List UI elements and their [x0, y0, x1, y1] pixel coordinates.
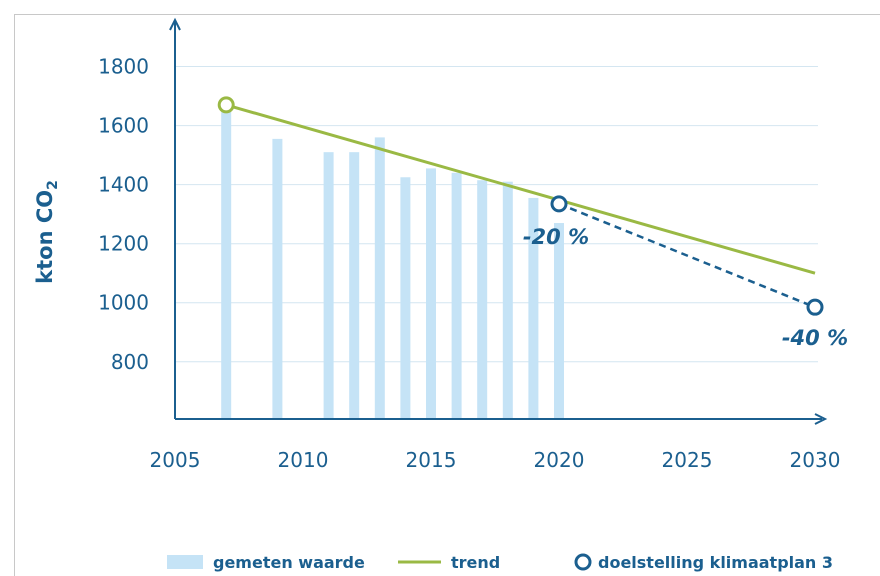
- chart-frame: [14, 14, 880, 576]
- bar-2009: [272, 138, 283, 420]
- y-tick-label-1400: 1400: [98, 173, 149, 197]
- trend-start-marker: [217, 96, 235, 114]
- goal-marker-2030: [806, 298, 824, 316]
- y-axis-label: kton CO2: [33, 180, 61, 284]
- bar-2014: [400, 177, 411, 419]
- goal-marker-2020: [550, 195, 568, 213]
- x-axis-arrow-icon: [814, 413, 828, 425]
- goal-label-2030: -40 %: [782, 326, 848, 350]
- bar-2016: [451, 172, 462, 419]
- y-tick-label-1800: 1800: [98, 55, 149, 79]
- legend-goal-swatch: [574, 553, 592, 571]
- bar-2007: [221, 110, 232, 419]
- bar-2015: [426, 168, 436, 419]
- legend-label-gemeten-waarde: gemeten waarde: [213, 553, 365, 572]
- y-tick-label-1600: 1600: [98, 114, 149, 138]
- bar-2012: [349, 152, 360, 420]
- legend-label-doelstelling: doelstelling klimaatplan 3: [598, 553, 833, 572]
- trend-line: [225, 103, 816, 275]
- x-tick-label-2030: 2030: [790, 448, 841, 472]
- bar-2017: [477, 180, 488, 419]
- bar-2011: [323, 152, 334, 420]
- y-axis-arrow-icon: [169, 17, 181, 31]
- goal-dashed-line: [558, 202, 816, 309]
- y-tick-label-1000: 1000: [98, 291, 149, 315]
- x-tick-label-2015: 2015: [406, 448, 457, 472]
- y-tick-label-800: 800: [111, 350, 149, 374]
- x-tick-label-2005: 2005: [150, 448, 201, 472]
- y-tick-label-1200: 1200: [98, 232, 149, 256]
- goal-label-2020: -20 %: [523, 225, 589, 249]
- x-tick-label-2025: 2025: [662, 448, 713, 472]
- bar-2018: [502, 181, 513, 419]
- bar-2020: [554, 223, 564, 419]
- x-tick-label-2020: 2020: [534, 448, 585, 472]
- bar-2013: [374, 137, 385, 419]
- legend-bar-swatch: [167, 555, 203, 569]
- x-tick-label-2010: 2010: [278, 448, 329, 472]
- bar-2019: [528, 197, 539, 419]
- legend-label-trend: trend: [451, 553, 500, 572]
